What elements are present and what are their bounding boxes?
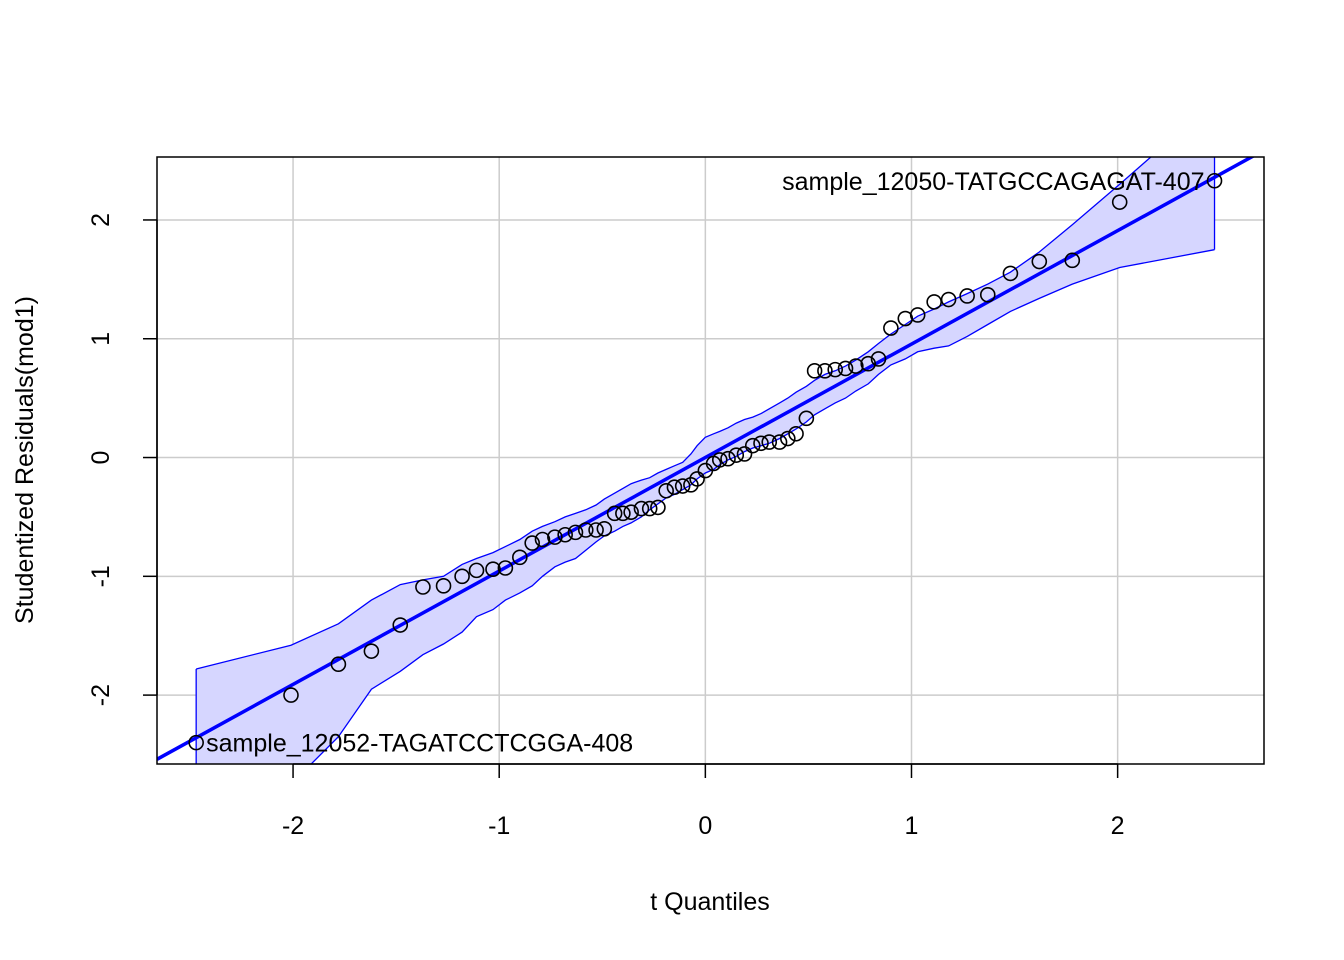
data-point-53 [909, 307, 926, 323]
data-point-17 [577, 522, 594, 538]
data-point-58 [1002, 265, 1019, 282]
data-point-45 [817, 363, 833, 379]
confidence-band-lower [310, 249, 1215, 764]
y-axis-label: Studentized Residuals(mod1) [11, 296, 39, 624]
data-point-36 [736, 446, 753, 462]
data-point-7 [454, 568, 470, 585]
data-point-61 [1111, 194, 1128, 210]
data-point-3 [363, 643, 380, 659]
x-tick-label-2: 0 [698, 812, 712, 840]
data-point-44 [806, 363, 823, 379]
data-point-28 [674, 478, 691, 494]
data-point-57 [979, 286, 996, 303]
x-tick-label-3: 1 [905, 812, 919, 840]
data-point-34 [720, 450, 736, 467]
x-tick-label-0: -2 [282, 812, 304, 840]
y-tick-label-1: -1 [87, 565, 115, 587]
data-point-25 [650, 499, 666, 516]
point-annotations: sample_12050-TATGCCAGAGAT-407 sample_1205… [206, 168, 1204, 758]
data-point-18 [588, 522, 604, 538]
data-point-40 [771, 434, 788, 450]
confidence-band-upper [196, 157, 1152, 670]
data-point-27 [666, 479, 683, 496]
reference-line [157, 157, 1256, 761]
data-point-16 [567, 524, 584, 541]
data-point-10 [497, 560, 514, 576]
data-point-47 [837, 360, 854, 377]
data-point-15 [557, 526, 573, 543]
confidence-band-fill [196, 157, 1215, 764]
data-point-56 [959, 288, 975, 304]
data-point-38 [753, 435, 769, 452]
data-point-2 [330, 656, 347, 673]
y-tick-label-2: 0 [87, 451, 115, 465]
y-tick-label-0: -2 [87, 684, 115, 706]
data-point-60 [1064, 252, 1081, 269]
x-axis-label: t Quantiles [650, 888, 770, 916]
data-point-50 [870, 351, 887, 367]
x-axis: -2 -1 0 1 2 [282, 763, 1125, 840]
y-axis: -2 -1 0 1 2 [87, 213, 158, 706]
point-annotation-0: sample_12050-TATGCCAGAGAT-407 [782, 168, 1204, 196]
y-tick-label-4: 2 [87, 213, 115, 227]
data-point-42 [788, 425, 804, 442]
data-point-14 [547, 529, 563, 545]
data-point-19 [596, 521, 613, 537]
data-point-13 [534, 531, 551, 548]
data-point-12 [524, 535, 540, 551]
data-point-37 [744, 437, 761, 454]
data-point-62 [1206, 172, 1223, 189]
data-point-39 [761, 434, 778, 450]
point-annotation-1: sample_12052-TAGATCCTCGGA-408 [206, 730, 633, 758]
data-point-49 [860, 355, 877, 372]
data-point-46 [827, 361, 844, 378]
data-point-26 [658, 482, 674, 499]
data-point-9 [485, 561, 501, 577]
data-point-5 [415, 579, 431, 595]
data-point-23 [633, 500, 650, 517]
data-point-20 [606, 505, 623, 522]
data-point-6 [435, 578, 452, 594]
reference-line-group [157, 157, 1256, 761]
data-point-24 [641, 500, 658, 517]
x-tick-label-1: -1 [488, 812, 510, 840]
data-point-0 [188, 734, 204, 751]
data-point-21 [615, 505, 631, 522]
data-point-48 [848, 358, 864, 374]
data-point-4 [392, 617, 409, 633]
data-point-33 [711, 452, 728, 468]
data-point-41 [780, 430, 796, 447]
data-point-1 [283, 687, 299, 703]
data-point-55 [940, 291, 957, 308]
data-point-30 [689, 471, 705, 487]
data-point-11 [512, 549, 528, 566]
data-point-8 [468, 562, 485, 579]
y-tick-label-3: 1 [87, 332, 115, 346]
data-point-54 [926, 294, 942, 310]
data-point-59 [1031, 253, 1048, 270]
data-point-51 [883, 320, 899, 336]
data-point-22 [623, 504, 639, 520]
data-points [188, 172, 1223, 751]
data-point-43 [798, 410, 815, 427]
data-point-35 [728, 447, 745, 463]
x-tick-label-4: 2 [1111, 812, 1125, 840]
